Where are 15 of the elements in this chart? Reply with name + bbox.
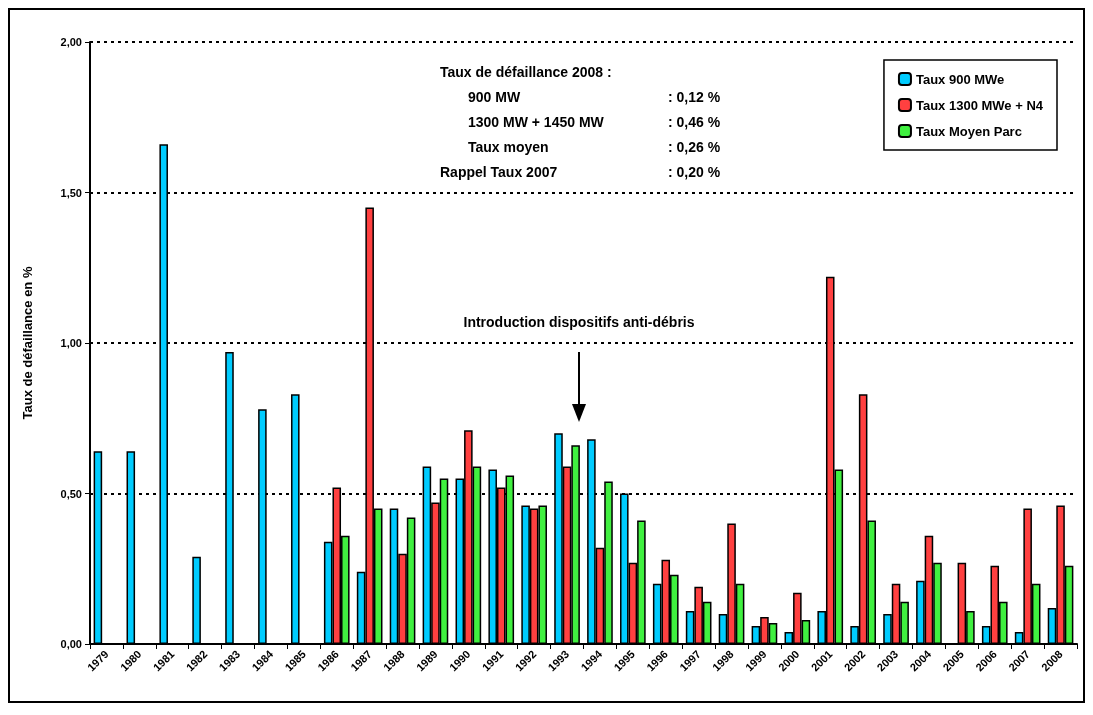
legend-label: Taux Moyen Parc: [915, 123, 1022, 139]
annotation: Introduction dispositifs anti-débris: [462, 314, 696, 330]
y-tick-label: 0,50: [60, 487, 82, 500]
y-tick-label: 2,00: [60, 36, 82, 48]
y-tick-label: 1,50: [60, 186, 82, 199]
text: 1300 MW + 1450 MW : 0,46 %: [468, 114, 721, 130]
annotation: Taux de défaillance 2008 :: [440, 63, 613, 82]
text: Taux moyen : 0,26 %: [468, 139, 721, 155]
text: Rappel Taux 2007 : 0,20 %: [440, 164, 721, 180]
y-tick-label: 0,00: [60, 638, 82, 650]
text: 900 MW : 0,12 %: [468, 89, 721, 105]
y-axis-title: Taux de défaillance en %: [20, 266, 35, 420]
legend-label: Taux 1300 MWe + N4: [915, 97, 1044, 113]
y-tick-label: 1,00: [60, 337, 82, 349]
legend-label: Taux 900 MWe: [915, 71, 1005, 87]
